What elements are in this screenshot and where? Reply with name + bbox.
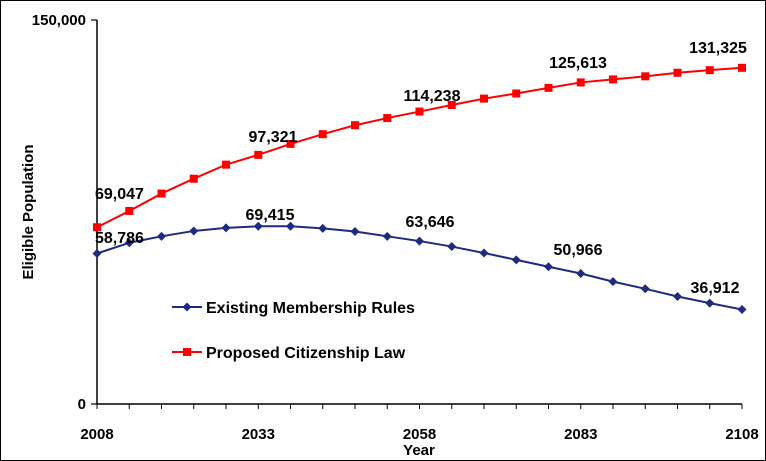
data-point-square [544, 83, 553, 92]
data-point-square [254, 150, 263, 159]
data-point-square [157, 189, 166, 198]
data-point-square [318, 130, 327, 139]
data-point-diamond [318, 223, 328, 233]
data-point-square [576, 78, 585, 87]
legend-item: Proposed Citizenship Law [172, 345, 406, 362]
data-point-square [480, 94, 488, 103]
x-tick-label: 2108 [725, 426, 758, 443]
data-label: 114,238 [404, 88, 461, 105]
data-point-diamond [576, 269, 586, 279]
y-axis-title: Eligible Population [20, 145, 37, 280]
data-point-square [415, 107, 424, 116]
data-point-diamond [544, 262, 553, 272]
data-point-square [286, 139, 295, 148]
data-point-square [93, 223, 101, 232]
legend-label: Existing Membership Rules [206, 300, 415, 317]
legend-item: Existing Membership Rules [172, 300, 415, 317]
data-point-diamond [286, 221, 295, 231]
legend: Existing Membership Rules Proposed Citize… [172, 300, 415, 362]
data-label: 50,966 [554, 242, 603, 259]
data-point-diamond [350, 226, 360, 236]
data-point-diamond [253, 221, 263, 231]
data-point-diamond [92, 249, 102, 259]
data-point-diamond [511, 255, 521, 265]
data-point-diamond [737, 305, 747, 315]
data-point-diamond [608, 277, 618, 287]
data-point-diamond [189, 226, 199, 236]
data-label: 125,613 [549, 55, 607, 72]
data-point-diamond [382, 231, 392, 241]
data-point-square [351, 121, 359, 130]
data-point-square [125, 206, 134, 215]
x-tick-label: 2008 [80, 426, 113, 443]
data-point-square [641, 72, 650, 81]
data-point-square [609, 75, 617, 84]
series-layer [92, 63, 747, 315]
x-tick-label: 2033 [242, 426, 275, 443]
data-point-square [512, 89, 521, 98]
x-tick-label: 2083 [564, 426, 597, 443]
data-label: 69,415 [246, 207, 295, 224]
data-point-diamond [640, 284, 650, 294]
series-existing-membership-rules [92, 221, 747, 315]
data-point-diamond [221, 223, 231, 233]
data-point-square [705, 66, 714, 75]
data-point-diamond [157, 231, 166, 241]
x-tick-label: 2058 [403, 426, 436, 443]
data-point-diamond [447, 242, 457, 252]
data-label: 69,047 [95, 186, 144, 203]
data-point-diamond [415, 236, 424, 246]
series-proposed-citizenship-law [93, 63, 746, 232]
data-label: 36,912 [691, 280, 740, 297]
data-point-square [447, 100, 456, 109]
x-axis-title: Year [403, 442, 435, 459]
axes: 0 150,000 2008 2033 2058 2083 2108 Year Eligible… [20, 12, 759, 459]
data-label: 63,646 [406, 214, 455, 231]
data-point-diamond [124, 238, 134, 248]
data-point-square [183, 348, 191, 356]
data-point-diamond [673, 291, 682, 301]
data-point-square [383, 114, 392, 123]
data-point-square [189, 174, 198, 183]
legend-label: Proposed Citizenship Law [206, 345, 406, 362]
data-point-diamond [479, 248, 489, 258]
data-point-diamond [705, 298, 715, 308]
data-point-square [738, 63, 746, 72]
y-tick-label: 150,000 [32, 12, 86, 29]
data-label: 97,321 [249, 129, 298, 146]
data-point-diamond [182, 302, 192, 312]
data-label: 58,786 [95, 230, 144, 247]
data-labels-layer: 58,786 69,415 63,646 50,966 36,912 69,047 97,3… [95, 40, 747, 297]
data-point-square [673, 68, 682, 77]
data-point-square [222, 160, 230, 169]
y-tick-label: 0 [78, 396, 86, 413]
data-label: 131,325 [689, 40, 747, 57]
